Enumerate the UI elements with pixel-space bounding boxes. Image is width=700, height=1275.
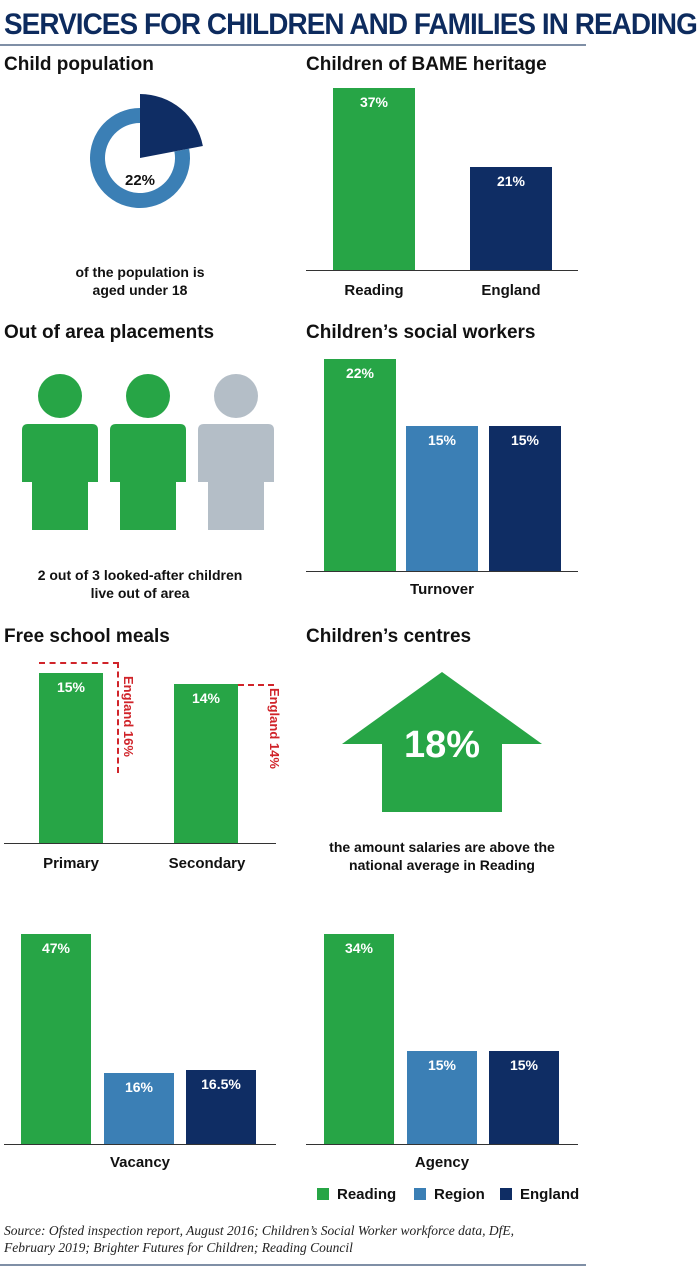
child-population-donut bbox=[90, 94, 203, 208]
placements-pictogram bbox=[22, 374, 274, 530]
fsm-baseline bbox=[4, 843, 276, 844]
legend-region: Region bbox=[414, 1186, 485, 1203]
turnover-baseline bbox=[306, 571, 578, 572]
bar-fsm-primary: 15% bbox=[39, 673, 103, 843]
bar-label-fsm-primary: 15% bbox=[56, 679, 86, 695]
bar-agency-england: 15% bbox=[489, 1051, 559, 1144]
bar-label-vacancy-reading: 47% bbox=[41, 940, 71, 956]
childrens-centres-caption-line1: the amount salaries are above the bbox=[329, 839, 555, 855]
bar-label-turnover-reading: 22% bbox=[345, 365, 375, 381]
england-ref-label-secondary: England 14% bbox=[267, 688, 282, 770]
donut-under-18-slice bbox=[140, 94, 203, 158]
bar-agency-region: 15% bbox=[407, 1051, 477, 1144]
england-ref-line-secondary bbox=[238, 684, 274, 687]
bame-title: Children of BAME heritage bbox=[306, 54, 547, 75]
person-icon-in-area bbox=[198, 374, 274, 530]
bar-label-agency-region: 15% bbox=[427, 1057, 457, 1074]
legend-reading: Reading bbox=[317, 1186, 396, 1203]
agency-baseline bbox=[306, 1144, 578, 1145]
donut-value-label: 22% bbox=[124, 172, 156, 189]
child-population-caption-line1: of the population is bbox=[75, 264, 205, 280]
england-ref-label-primary: England 16% bbox=[121, 675, 136, 757]
legend-label-region: Region bbox=[434, 1186, 485, 1203]
legend-swatch-reading bbox=[317, 1188, 329, 1200]
bame-xlabel-england: England bbox=[481, 282, 541, 299]
bar-agency-reading: 34% bbox=[324, 934, 394, 1144]
bar-label-vacancy-region: 16% bbox=[124, 1078, 154, 1095]
bar-turnover-england: 15% bbox=[489, 426, 561, 571]
bar-turnover-reading: 22% bbox=[324, 359, 396, 571]
bar-label-bame-england: 21% bbox=[496, 172, 526, 189]
agency-xlabel: Agency bbox=[414, 1154, 470, 1171]
bar-turnover-region: 15% bbox=[406, 426, 478, 571]
legend-label-reading: Reading bbox=[337, 1186, 397, 1203]
childrens-centres-caption-line2: national average in Reading bbox=[349, 857, 535, 873]
childrens-centres-caption: the amount salaries are above the nation… bbox=[306, 838, 578, 874]
person-icon-out-of-area-1 bbox=[22, 374, 98, 530]
bar-label-agency-england: 15% bbox=[509, 1057, 539, 1074]
salary-up-arrow-icon bbox=[342, 672, 542, 812]
bar-label-turnover-england: 15% bbox=[510, 432, 540, 449]
england-ref-line-primary bbox=[39, 661, 119, 664]
bar-bame-reading: 37% bbox=[333, 88, 415, 270]
bar-label-fsm-secondary: 14% bbox=[191, 690, 221, 707]
title-rule bbox=[0, 44, 586, 46]
placements-title: Out of area placements bbox=[4, 322, 215, 343]
bar-label-vacancy-england: 16.5% bbox=[201, 1076, 241, 1093]
placements-caption-line1: 2 out of 3 looked-after children bbox=[37, 567, 243, 583]
fsm-xlabel-primary: Primary bbox=[43, 855, 99, 872]
legend-swatch-england bbox=[500, 1188, 512, 1200]
bar-fsm-secondary: 14% bbox=[174, 684, 238, 843]
donut-remainder-slice bbox=[90, 108, 190, 208]
bar-vacancy-reading: 47% bbox=[21, 934, 91, 1144]
placements-caption: 2 out of 3 looked-after children live ou… bbox=[0, 566, 280, 602]
fsm-xlabel-secondary: Secondary bbox=[168, 855, 246, 872]
person-icon-out-of-area-2 bbox=[110, 374, 186, 530]
child-population-caption-line2: aged under 18 bbox=[92, 282, 188, 298]
vacancy-xlabel: Vacancy bbox=[109, 1154, 171, 1171]
free-school-meals-title: Free school meals bbox=[4, 626, 170, 647]
bar-vacancy-region: 16% bbox=[104, 1072, 174, 1144]
bar-label-agency-reading: 34% bbox=[344, 940, 374, 956]
child-population-title: Child population bbox=[4, 54, 154, 75]
legend-label-england: England bbox=[520, 1186, 580, 1203]
bar-label-bame-reading: 37% bbox=[359, 94, 389, 110]
childrens-centres-title: Children’s centres bbox=[306, 626, 472, 647]
bar-vacancy-england: 16.5% bbox=[186, 1070, 256, 1144]
england-ref-drop-primary bbox=[117, 661, 119, 773]
bottom-rule bbox=[0, 1264, 586, 1266]
vacancy-baseline bbox=[4, 1144, 276, 1145]
legend-swatch-region bbox=[414, 1188, 426, 1200]
salary-value-label: 18% bbox=[403, 724, 481, 766]
turnover-xlabel: Turnover bbox=[410, 581, 474, 598]
bar-bame-england: 21% bbox=[470, 166, 552, 270]
page-title: SERVICES FOR CHILDREN AND FAMILIES IN RE… bbox=[4, 8, 698, 41]
placements-caption-line2: live out of area bbox=[90, 585, 190, 601]
source-note: Source: Ofsted inspection report, August… bbox=[4, 1223, 514, 1255]
bame-baseline bbox=[306, 270, 578, 271]
legend-england: England bbox=[500, 1186, 579, 1203]
bame-xlabel-reading: Reading bbox=[344, 282, 404, 299]
child-population-caption: of the population is aged under 18 bbox=[20, 263, 260, 299]
bar-label-turnover-region: 15% bbox=[427, 432, 457, 449]
social-workers-title: Children’s social workers bbox=[306, 322, 536, 343]
